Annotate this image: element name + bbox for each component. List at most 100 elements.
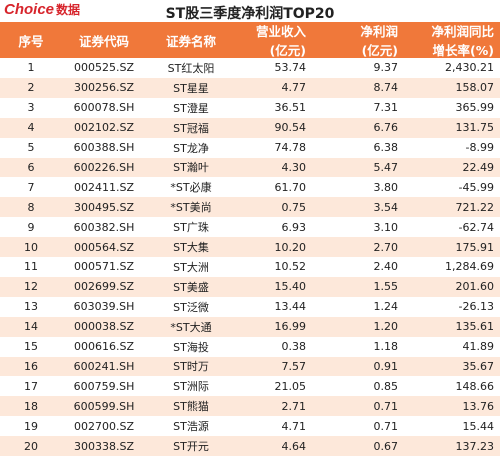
table-cell: 000571.SZ: [73, 260, 134, 274]
table-row: 11 000571.SZ ST大洲 10.52 2.40 1,284.69: [0, 257, 500, 277]
table-cell: 1.24: [373, 300, 399, 314]
table-cell: -8.99: [465, 141, 494, 155]
table-row: 15 000616.SZ ST海投 0.38 1.18 41.89: [0, 337, 500, 357]
table-cell: 1.20: [373, 320, 399, 334]
table-cell: 15.40: [274, 280, 307, 294]
table-cell: 13: [24, 300, 38, 314]
table-cell: 5.47: [373, 160, 399, 174]
table-cell: ST广珠: [173, 221, 209, 235]
table-cell: 600078.SH: [73, 101, 135, 115]
table-cell: 002102.SZ: [73, 121, 134, 135]
table-cell: 7: [27, 180, 35, 194]
table-cell: 2,430.21: [445, 61, 494, 75]
table-cell: 13.44: [274, 300, 307, 314]
table-cell: ST熊猫: [173, 400, 209, 414]
table-cell: ST红太阳: [167, 61, 215, 75]
table-cell: 10.52: [274, 260, 307, 274]
table-cell: 300495.SZ: [73, 200, 134, 214]
table-cell: 4.30: [281, 160, 307, 174]
table-cell: 6.38: [373, 141, 399, 155]
table-cell: -26.13: [458, 300, 494, 314]
table-cell: 16: [24, 359, 38, 373]
table-cell: 600759.SH: [73, 379, 135, 393]
top-bar: Choice 数据 ST股三季度净利润TOP20: [0, 0, 500, 22]
table-cell: 53.74: [274, 61, 307, 75]
table-cell: 000525.SZ: [73, 61, 134, 75]
header-cell: 证券名称: [146, 22, 236, 58]
table-cell: 2.40: [373, 260, 399, 274]
table-row: 20 300338.SZ ST开元 4.64 0.67 137.23: [0, 436, 500, 456]
table-row: 16 600241.SH ST时万 7.57 0.91 35.67: [0, 356, 500, 377]
header-cell: 证券代码: [62, 22, 146, 58]
table-cell: 148.66: [455, 379, 495, 393]
table-cell: 300256.SZ: [73, 81, 134, 95]
table-cell: 12: [24, 280, 38, 294]
table-cell: 2: [27, 81, 35, 95]
table-cell: 1: [27, 61, 35, 75]
table-cell: 7.57: [281, 359, 307, 373]
table-row: 10 000564.SZ ST大集 10.20 2.70 175.91: [0, 237, 500, 257]
table-cell: 1,284.69: [445, 260, 494, 274]
table-cell: ST冠福: [173, 121, 209, 135]
table-cell: 600226.SH: [73, 160, 135, 174]
table-cell: 158.07: [455, 81, 495, 95]
table-cell: ST洲际: [173, 380, 209, 394]
header-cell: 营业收入 (亿元): [236, 22, 306, 58]
table-cell: 1.18: [373, 340, 399, 354]
table-cell: 19: [24, 419, 38, 433]
table-cell: 11: [24, 260, 38, 274]
table-cell: 4.71: [281, 419, 307, 433]
table-cell: 131.75: [455, 121, 495, 135]
table-cell: ST大集: [173, 241, 209, 255]
table-cell: 21.05: [274, 379, 307, 393]
table-cell: 300338.SZ: [73, 439, 134, 453]
table-cell: 600388.SH: [73, 141, 135, 155]
table-cell: 7.31: [373, 101, 399, 115]
table-cell: 201.60: [455, 280, 495, 294]
table-cell: -62.74: [458, 220, 494, 234]
table-cell: 17: [24, 379, 38, 393]
header-text: 净利润同比: [431, 24, 494, 39]
table-cell: ST瀚叶: [173, 161, 209, 175]
table-cell: 9: [27, 220, 35, 234]
table-cell: 0.67: [373, 439, 399, 453]
table-cell: 0.38: [281, 340, 307, 354]
header-text: 增长率(%): [432, 43, 494, 58]
table-row: 7 002411.SZ *ST必康 61.70 3.80 -45.99: [0, 177, 500, 197]
table-cell: 3.80: [373, 180, 399, 194]
table-cell: 4.64: [281, 439, 307, 453]
table-row: 4 002102.SZ ST冠福 90.54 6.76 131.75: [0, 117, 500, 138]
table-cell: 10: [24, 240, 38, 254]
table-cell: 18: [24, 399, 38, 413]
table-cell: 4.77: [281, 81, 307, 95]
header-row: 序号 证券代码 证券名称 营业收入 (亿元) 净利润 (亿元) 净利润同比 增长率(%): [0, 22, 500, 58]
table-row: 12 002699.SZ ST美盛 15.40 1.55 201.60: [0, 276, 500, 297]
table-row: 3 600078.SH ST澄星 36.51 7.31 365.99: [0, 98, 500, 118]
header-text: (亿元): [269, 43, 306, 58]
header-text: 证券名称: [165, 33, 216, 49]
table-cell: -45.99: [458, 180, 494, 194]
table-cell: 13.76: [462, 399, 495, 413]
table-row: 1 000525.SZ ST红太阳 53.74 9.37 2,430.21: [0, 58, 500, 78]
table-cell: 002411.SZ: [73, 180, 134, 194]
table-cell: ST澄星: [173, 101, 209, 115]
table-cell: 22.49: [462, 160, 495, 174]
header-cell: 净利润同比增长率(%): [398, 22, 494, 58]
table-row: 18 600599.SH ST熊猫 2.71 0.71 13.76: [0, 396, 500, 417]
table-cell: 0.71: [373, 399, 399, 413]
table-cell: 16.99: [274, 320, 307, 334]
table-row: 17 600759.SH ST洲际 21.05 0.85 148.66: [0, 376, 500, 396]
table-row: 6 600226.SH ST瀚叶 4.30 5.47 22.49: [0, 157, 500, 178]
table-row: 13 603039.SH ST泛微 13.44 1.24 -26.13: [0, 297, 500, 317]
table-cell: 6.93: [281, 220, 307, 234]
table-cell: 6.76: [373, 121, 399, 135]
table-cell: 8: [27, 200, 35, 214]
title: ST股三季度净利润TOP20: [165, 6, 335, 22]
table-cell: 74.78: [274, 141, 307, 155]
table-cell: 2.70: [373, 240, 399, 254]
table-cell: ST开元: [173, 440, 209, 454]
logo-sub: 数据: [56, 3, 81, 17]
table-cell: ST泛微: [173, 300, 209, 314]
logo-text: Choice: [4, 1, 55, 18]
